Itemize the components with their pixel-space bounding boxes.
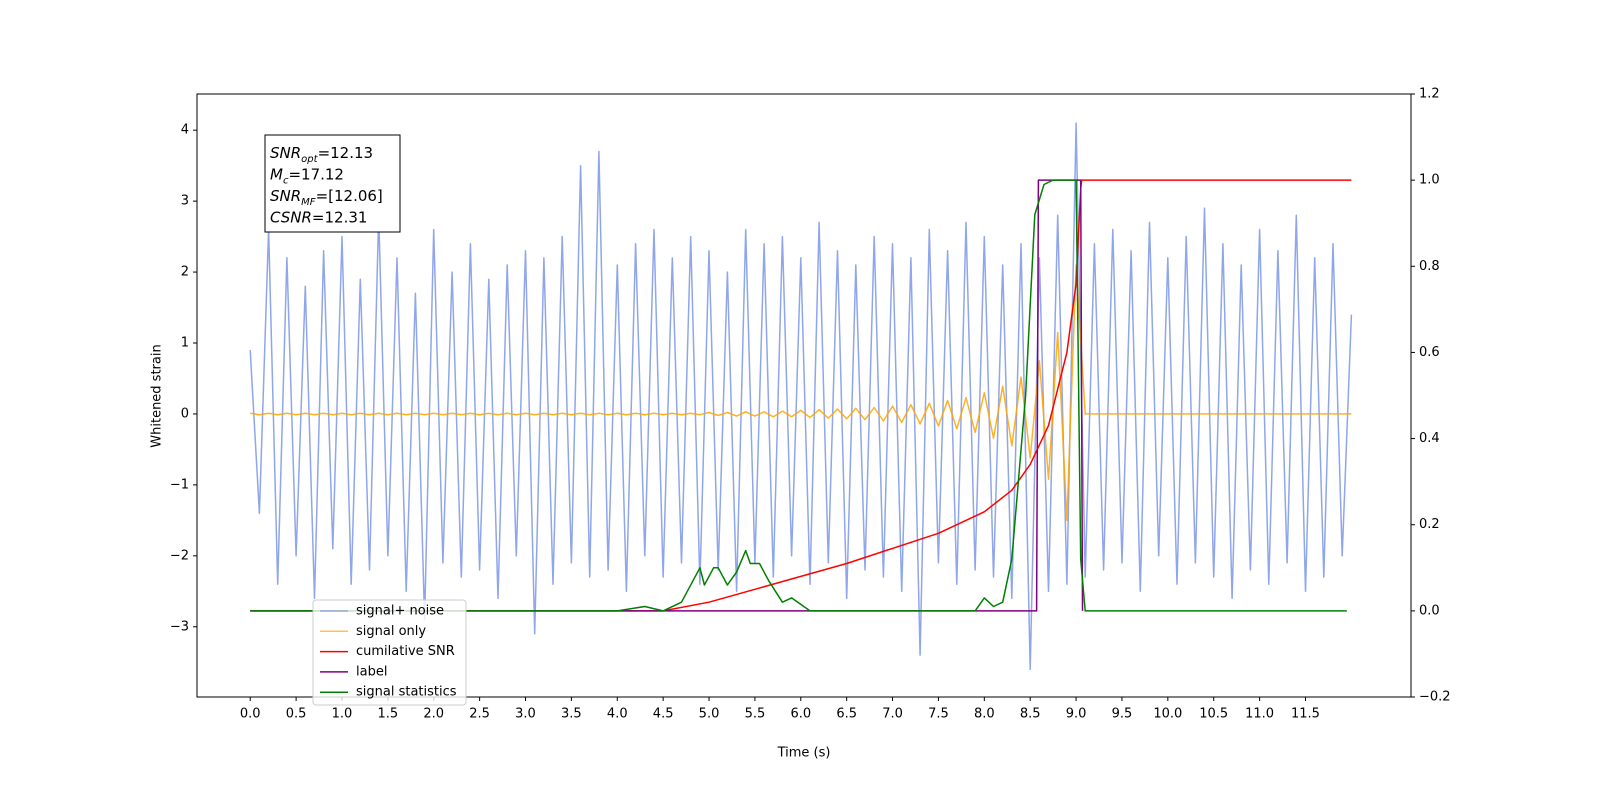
y-tick-label: 1 — [181, 336, 189, 351]
x-tick-label: 7.0 — [882, 707, 903, 722]
x-tick-label: 3.5 — [561, 707, 582, 722]
x-tick-label: 8.0 — [974, 707, 995, 722]
y2-tick-label: 0.6 — [1419, 345, 1440, 360]
y2-tick-label: 0.0 — [1419, 603, 1440, 618]
legend-label: cumilative SNR — [356, 644, 455, 659]
y-tick-label: −1 — [170, 477, 189, 492]
x-tick-label: 2.5 — [469, 707, 490, 722]
x-tick-label: 11.5 — [1291, 707, 1320, 722]
annotation-symbol: CSNR — [270, 208, 312, 226]
x-tick-label: 6.5 — [836, 707, 857, 722]
y-tick-label: 0 — [181, 406, 189, 421]
x-tick-label: 1.5 — [378, 707, 399, 722]
x-tick-label: 0.0 — [240, 707, 261, 722]
y-tick-label: −2 — [170, 548, 189, 563]
x-tick-label: 0.5 — [286, 707, 307, 722]
y-tick-label: −3 — [170, 619, 189, 634]
x-tick-label: 6.0 — [790, 707, 811, 722]
x-tick-label: 9.5 — [1112, 707, 1133, 722]
series-line — [250, 264, 1352, 522]
y-tick-label: 2 — [181, 265, 189, 280]
annotation-box: SNRopt=12.13Mc=17.12SNRMF=[12.06]CSNR=12… — [264, 134, 401, 233]
x-axis-label: Time (s) — [777, 746, 831, 761]
annotation-subscript: c — [283, 175, 289, 186]
x-tick-label: 5.5 — [745, 707, 766, 722]
legend-label: label — [356, 664, 387, 679]
y2-tick-label: 0.4 — [1419, 431, 1440, 446]
x-tick-label: 10.5 — [1199, 707, 1228, 722]
annotation: Mc=17.12 — [270, 165, 344, 186]
axes: 0.0 0.5 1.0 1.5 2.0 2.5 3.0 3.5 4.0 4.5 5.0 5.5 6.0 6… — [170, 87, 1451, 722]
annotation-subscript: opt — [301, 154, 318, 165]
x-tick-label: 4.5 — [653, 707, 674, 722]
x-tick-label: 4.0 — [607, 707, 628, 722]
annotation: SNRopt=12.13 — [270, 144, 373, 165]
y2-tick-label: −0.2 — [1419, 690, 1451, 705]
y2-tick-label: 1.0 — [1419, 173, 1440, 188]
annotation-symbol: M — [270, 165, 283, 183]
legend-label: signal statistics — [356, 685, 457, 700]
annotation-value: =17.12 — [288, 165, 344, 183]
y2-tick-label: 0.2 — [1419, 517, 1440, 532]
annotation-value: =12.31 — [312, 208, 368, 226]
annotation: SNRMF=[12.06] — [270, 187, 383, 208]
series-line — [250, 179, 1084, 612]
x-tick-label: 9.0 — [1066, 707, 1087, 722]
legend: signal+ noise signal only cumilative SNR la… — [312, 599, 467, 706]
y-axis-label: Whitened strain — [150, 344, 165, 447]
legend-frame — [312, 599, 467, 706]
y2-tick-label: 1.2 — [1419, 87, 1440, 102]
x-tick-label: 1.0 — [332, 707, 353, 722]
x-tick-label: 7.5 — [928, 707, 949, 722]
x-tick-label: 3.0 — [515, 707, 536, 722]
annotation: CSNR=12.31 — [270, 208, 367, 226]
annotation-symbol: SNR — [270, 187, 301, 205]
annotation-symbol: SNR — [270, 144, 301, 162]
y-tick-label: 3 — [181, 194, 189, 209]
x-tick-label: 2.0 — [423, 707, 444, 722]
annotation-value: =[12.06] — [316, 187, 383, 205]
plot-area — [249, 122, 1353, 671]
legend-label: signal+ noise — [356, 604, 444, 619]
legend-label: signal only — [356, 624, 426, 639]
x-tick-label: 11.0 — [1245, 707, 1274, 722]
annotation-value: =12.13 — [318, 144, 374, 162]
y2-tick-label: 0.8 — [1419, 259, 1440, 274]
annotation-subscript: MF — [301, 197, 316, 208]
x-tick-label: 5.0 — [699, 707, 720, 722]
series-line — [250, 179, 1347, 612]
y-tick-label: 4 — [181, 123, 189, 138]
series-line — [249, 122, 1353, 671]
annotation-frame — [264, 134, 401, 233]
x-tick-label: 8.5 — [1020, 707, 1041, 722]
plot-frame — [196, 93, 1412, 698]
x-tick-label: 10.0 — [1153, 707, 1182, 722]
